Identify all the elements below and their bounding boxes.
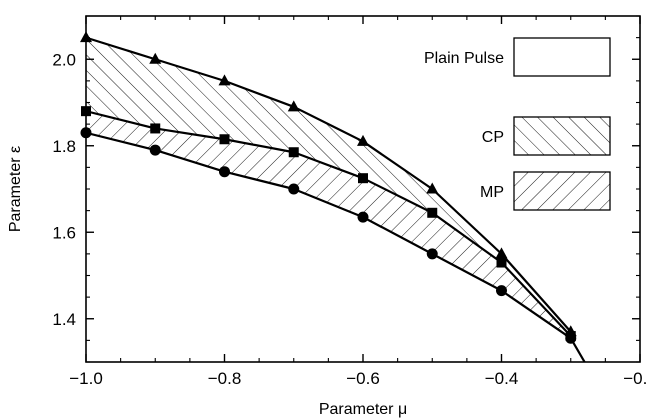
y-tick-label: 2.0 bbox=[52, 50, 76, 69]
region-mp bbox=[86, 111, 571, 339]
series-lines bbox=[86, 36, 586, 362]
y-axis-ticks: 1.4 1.6 1.8 2.0 bbox=[52, 15, 640, 363]
circle-marker-8 bbox=[565, 332, 577, 344]
x-tick-label: −0.2 bbox=[623, 369, 648, 388]
legend: Plain Pulse CP MP bbox=[424, 37, 611, 211]
legend-swatch bbox=[513, 116, 611, 156]
x-axis-title: Parameter μ bbox=[319, 401, 407, 418]
legend-label: MP bbox=[480, 184, 504, 201]
legend-label: CP bbox=[482, 129, 504, 146]
triangle-marker-6 bbox=[426, 182, 439, 194]
x-tick-label: −0.6 bbox=[346, 369, 380, 388]
y-tick-label: 1.4 bbox=[52, 310, 76, 329]
legend-swatch bbox=[513, 37, 611, 77]
square-marker-6 bbox=[427, 207, 438, 218]
x-tick-label: −0.8 bbox=[208, 369, 242, 388]
y-axis-title: Parameter ε bbox=[7, 146, 24, 232]
y-tick-label: 1.8 bbox=[52, 137, 76, 156]
triangle-marker-5 bbox=[357, 134, 369, 146]
legend-label: Plain Pulse bbox=[424, 50, 504, 67]
square-marker-2 bbox=[150, 123, 161, 134]
triangle-marker-4 bbox=[287, 100, 300, 112]
x-tick-label: −1.0 bbox=[69, 369, 103, 388]
circle-series-line bbox=[86, 131, 572, 340]
circle-marker-4 bbox=[288, 183, 300, 195]
square-marker-3 bbox=[219, 134, 230, 145]
triangle-marker-7 bbox=[495, 247, 508, 259]
circle-marker-3 bbox=[219, 166, 230, 178]
x-axis-ticks: −1.0 −0.8 −0.6 −0.4 −0.2 bbox=[69, 16, 648, 388]
circle-marker-5 bbox=[357, 211, 369, 223]
square-series-line bbox=[86, 110, 572, 337]
circle-marker-2 bbox=[149, 144, 161, 156]
shaded-regions bbox=[86, 37, 571, 339]
y-tick-label: 1.6 bbox=[52, 223, 76, 242]
square-marker-4 bbox=[288, 147, 299, 158]
square-marker-5 bbox=[358, 173, 368, 184]
legend-swatch bbox=[513, 171, 611, 211]
square-marker-7 bbox=[496, 257, 507, 268]
triangle-marker-3 bbox=[218, 74, 231, 86]
circle-marker-6 bbox=[426, 248, 438, 260]
triangle-series-line bbox=[86, 36, 572, 333]
x-tick-label: −0.4 bbox=[485, 369, 519, 388]
circle-marker-7 bbox=[496, 285, 507, 297]
triangle-marker-2 bbox=[149, 52, 162, 64]
region-cp bbox=[86, 37, 571, 337]
